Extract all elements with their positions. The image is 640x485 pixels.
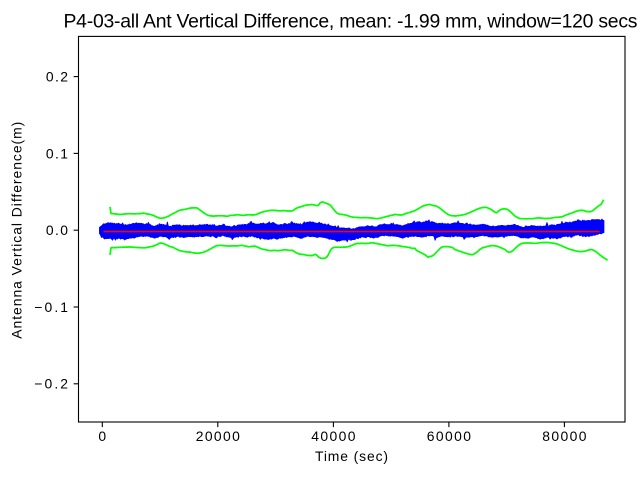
svg-text:0.0: 0.0: [46, 222, 68, 238]
svg-text:0.2: 0.2: [46, 68, 68, 84]
svg-text:−0.1: −0.1: [34, 299, 68, 315]
svg-text:P4-03-all Ant Vertical Differe: P4-03-all Ant Vertical Difference, mean:…: [64, 11, 638, 33]
svg-text:Time (sec): Time (sec): [315, 448, 388, 464]
svg-text:40000: 40000: [311, 428, 355, 444]
svg-text:80000: 80000: [542, 428, 586, 444]
svg-text:−0.2: −0.2: [34, 376, 68, 392]
svg-text:0.1: 0.1: [46, 145, 68, 161]
svg-text:20000: 20000: [196, 428, 240, 444]
svg-text:60000: 60000: [427, 428, 471, 444]
svg-text:0: 0: [98, 428, 106, 444]
svg-text:Antenna Vertical Difference(m): Antenna Vertical Difference(m): [9, 122, 25, 339]
